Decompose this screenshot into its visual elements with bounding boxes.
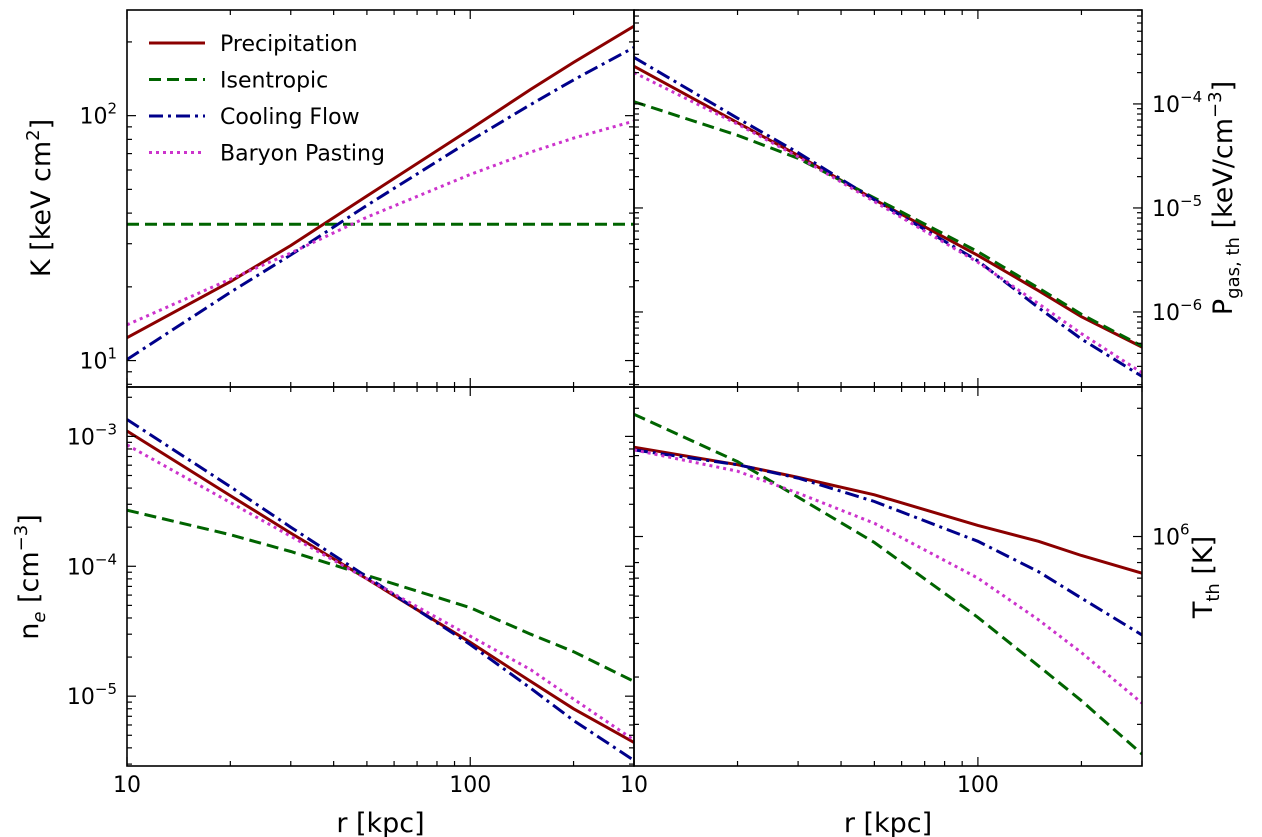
series-group (127, 418, 634, 762)
y-tick-label: 101 (79, 345, 117, 375)
legend-label: Cooling Flow (220, 105, 360, 130)
y-tick-label: 10−3 (67, 420, 117, 450)
x-axis-label: r [kpc] (844, 808, 932, 837)
y-tick-label: 10−5 (67, 680, 117, 710)
y-tick-label: 10−6 (1152, 296, 1202, 326)
legend: Precipitation Isentropic Cooling Flow Baryo… (149, 32, 385, 167)
plot-frame (633, 386, 1143, 767)
legend-label: Precipitation (220, 32, 358, 57)
y-axis-label-entropy: K [keV cm2] (23, 119, 57, 277)
legend-label: Baryon Pasting (220, 142, 385, 167)
x-tick-label: 100 (449, 773, 491, 798)
series-line-isentropic (634, 412, 1142, 756)
y-tick-label: 106 (1152, 521, 1190, 551)
series-line-precipitation (127, 24, 634, 340)
series-line-cooling-flow (634, 448, 1142, 637)
series-line-precipitation (127, 429, 634, 744)
x-tick-label: 10 (620, 773, 648, 798)
panel-top-left: 101 102 (79, 9, 635, 388)
series-group (634, 412, 1142, 756)
series-line-cooling-flow (634, 56, 1142, 378)
series-line-baryon-pasting (634, 448, 1142, 705)
x-tick-label: 100 (957, 773, 999, 798)
y-tick-label: 10−5 (1152, 192, 1202, 222)
series-line-isentropic (127, 508, 634, 683)
series-line-isentropic (634, 100, 1142, 348)
x-tick-label: 10 (113, 773, 141, 798)
series-line-cooling-flow (127, 418, 634, 762)
series-line-baryon-pasting (127, 443, 634, 742)
y-tick-label: 102 (79, 100, 117, 130)
series-group (634, 56, 1142, 378)
series-line-baryon-pasting (127, 119, 634, 327)
y-axis-label-pressure: Pgas, th [keV/cm−3] (1205, 81, 1244, 315)
plot-frame (633, 9, 1143, 388)
panel-bottom-right: 10 100 106 r [kpc] (620, 386, 1190, 837)
y-axis-label-temperature: Tth [K] (1188, 536, 1224, 619)
panel-top-right: 10−6 10−5 10−4 (633, 9, 1202, 388)
y-tick-label: 10−4 (67, 550, 117, 580)
x-axis-label: r [kpc] (336, 808, 424, 837)
y-tick-label: 10−4 (1152, 88, 1202, 118)
series-line-baryon-pasting (634, 71, 1142, 375)
series-group (127, 24, 634, 361)
panel-bottom-left: 10 100 10−5 10−4 10−3 r [kpc] (67, 386, 635, 837)
series-line-cooling-flow (127, 46, 634, 361)
legend-label: Isentropic (220, 69, 328, 94)
y-axis-label-density: ne [cm−3] (11, 514, 50, 640)
